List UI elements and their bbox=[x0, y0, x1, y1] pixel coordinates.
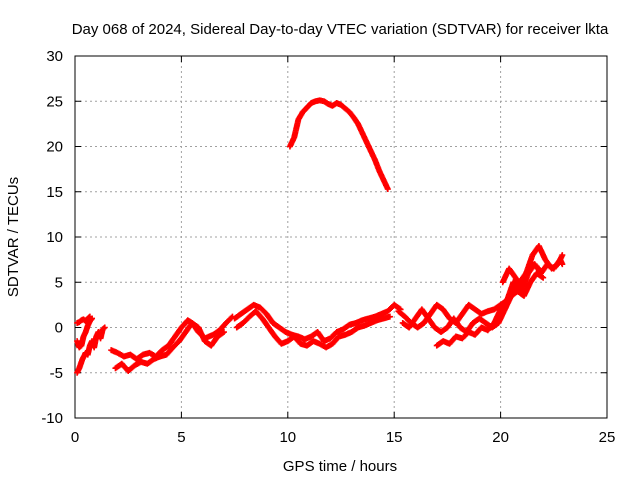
data-point bbox=[86, 313, 93, 320]
series-mid-segment-a bbox=[231, 301, 404, 345]
x-tick-label: 5 bbox=[177, 429, 185, 446]
data-point bbox=[540, 274, 547, 281]
data-point bbox=[100, 325, 107, 332]
data-point bbox=[559, 261, 566, 268]
series-low-segment-b bbox=[112, 319, 227, 374]
y-tick-label: -10 bbox=[41, 410, 63, 427]
series-early-arc-c bbox=[74, 313, 93, 326]
data-point bbox=[559, 252, 566, 259]
x-tick-label: 20 bbox=[492, 429, 509, 446]
series-late-segment-d bbox=[499, 256, 566, 295]
x-tick-label: 0 bbox=[71, 429, 79, 446]
x-tick-label: 15 bbox=[386, 429, 403, 446]
x-tick-label: 10 bbox=[279, 429, 296, 446]
y-tick-label: 15 bbox=[46, 184, 63, 201]
series-mid-segment-b bbox=[233, 308, 393, 351]
data-point bbox=[384, 186, 391, 193]
y-tick-label: 20 bbox=[46, 139, 63, 156]
y-tick-label: 30 bbox=[46, 48, 63, 65]
y-tick-label: 10 bbox=[46, 229, 63, 246]
axis-ticks: 0 5 10 15 20 25 -10 -5 0 5 10 15 20 25 30 bbox=[41, 48, 615, 446]
y-tick-label: 0 bbox=[55, 320, 63, 337]
data-point bbox=[85, 314, 92, 321]
series-high-arc bbox=[286, 97, 391, 193]
chart-title: Day 068 of 2024, Sidereal Day-to-day VTE… bbox=[72, 21, 609, 38]
data-points bbox=[74, 97, 566, 376]
y-tick-label: -5 bbox=[50, 365, 63, 382]
data-point bbox=[220, 329, 227, 336]
series-early-arc-b bbox=[74, 315, 96, 351]
y-tick-label: 5 bbox=[55, 274, 63, 291]
series-early-arc-a bbox=[74, 324, 108, 376]
y-axis-label: SDTVAR / TECUs bbox=[5, 177, 22, 297]
data-point bbox=[101, 324, 108, 331]
x-axis-label: GPS time / hours bbox=[283, 458, 397, 475]
series-late-segment-b bbox=[399, 270, 547, 336]
x-tick-label: 25 bbox=[599, 429, 616, 446]
data-point bbox=[386, 313, 393, 320]
y-tick-label: 25 bbox=[46, 93, 63, 110]
